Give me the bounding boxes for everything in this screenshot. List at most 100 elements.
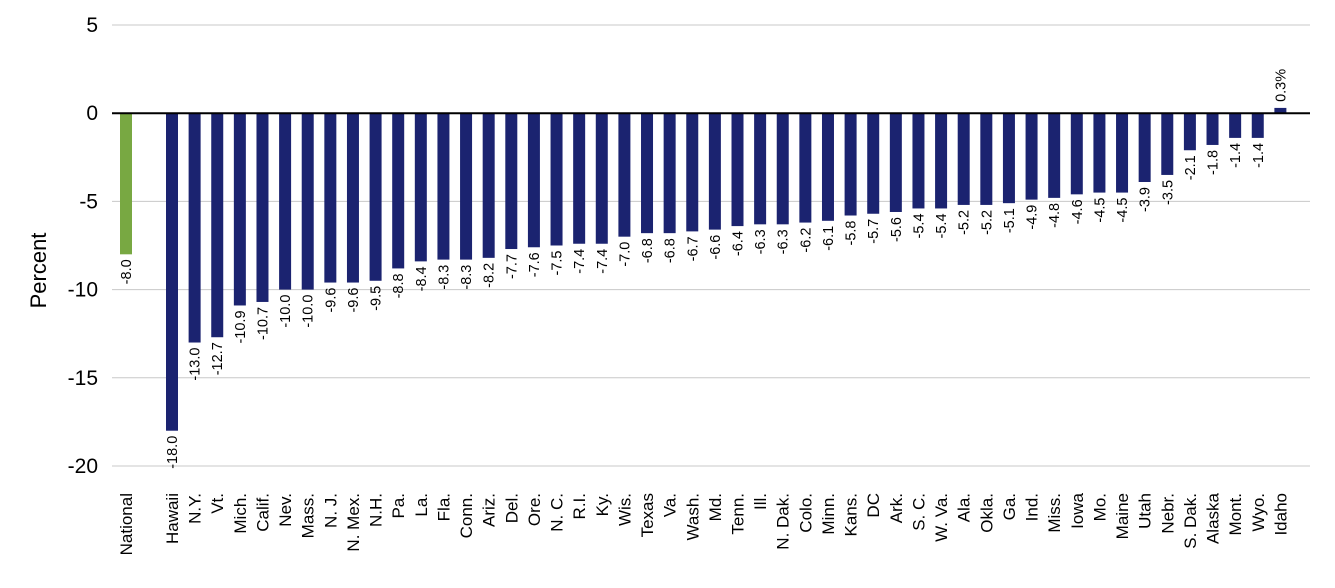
data-label: -5.6 (889, 217, 905, 242)
category-label: Ariz. (480, 493, 499, 527)
category-label: Utah (1136, 493, 1155, 529)
bar (799, 113, 812, 223)
bar (482, 113, 495, 258)
category-label: Minn. (819, 493, 838, 535)
bar (188, 113, 201, 343)
category-label: N. Mex. (344, 493, 363, 552)
data-label: -3.5 (1160, 180, 1176, 205)
data-label: -6.3 (776, 229, 792, 254)
data-label: -6.4 (731, 231, 747, 256)
bar (754, 113, 767, 225)
bar (686, 113, 699, 232)
bar (1138, 113, 1151, 182)
x-axis-labels: National Hawaii N.Y. Vt. Mich. Calif. Nev. Mass… (117, 492, 1290, 555)
data-label: -1.4 (1251, 143, 1267, 168)
bar (460, 113, 473, 260)
bar (1048, 113, 1061, 198)
category-label: Kans. (842, 493, 861, 536)
bar (346, 113, 359, 283)
category-label: Wyo. (1249, 493, 1268, 532)
category-label: Del. (502, 493, 521, 523)
category-label: Alaska (1204, 492, 1223, 544)
bar (1274, 107, 1287, 114)
category-label: Nev. (276, 493, 295, 527)
data-label: -4.5 (1115, 198, 1131, 223)
bar (211, 113, 224, 338)
category-label: Ill. (751, 493, 770, 510)
category-label: Ore. (525, 493, 544, 526)
category-label: Mont. (1226, 493, 1245, 536)
category-label: Ind. (1023, 493, 1042, 521)
y-tick-label: -20 (68, 455, 98, 478)
bar (708, 113, 721, 230)
data-label: -8.0 (119, 259, 135, 284)
y-tick-label: 0 (86, 102, 98, 125)
data-label: -6.6 (708, 235, 724, 260)
data-label: -6.1 (821, 226, 837, 251)
category-label: Vt. (208, 493, 227, 514)
bar (279, 113, 292, 290)
data-label: -8.4 (414, 266, 430, 291)
y-tick-label: -15 (68, 367, 98, 390)
data-label: -10.0 (301, 295, 317, 328)
category-label: La. (412, 493, 431, 517)
category-label: Ga. (1000, 493, 1019, 520)
data-label: -5.2 (957, 210, 973, 235)
bar (1229, 113, 1242, 138)
category-label: Colo. (796, 493, 815, 533)
data-label: -4.9 (1025, 205, 1041, 230)
category-label: S. Dak. (1181, 493, 1200, 549)
category-label: Ky. (593, 493, 612, 516)
category-label: Iowa (1068, 492, 1087, 528)
data-label: -2.1 (1183, 155, 1199, 180)
data-label: -7.5 (550, 251, 566, 276)
data-label: -6.8 (663, 238, 679, 263)
category-label: N.H. (367, 493, 386, 527)
category-label: Okla. (977, 493, 996, 533)
category-label: N. J. (321, 493, 340, 528)
data-label: -5.4 (934, 213, 950, 238)
data-label: -8.3 (459, 265, 475, 290)
data-label: -5.2 (979, 210, 995, 235)
bar (980, 113, 993, 205)
category-label: Mass. (299, 493, 318, 538)
category-label: Maine (1113, 493, 1132, 539)
data-label: -7.7 (504, 254, 520, 279)
category-label: Md. (706, 493, 725, 521)
bars (120, 107, 1287, 431)
y-axis: 5 0 -5 -10 -15 -20 (68, 14, 98, 478)
bar (1251, 113, 1264, 138)
bar (505, 113, 518, 250)
data-label: -4.8 (1047, 203, 1063, 228)
bar (369, 113, 382, 281)
data-label: -3.9 (1138, 187, 1154, 212)
data-label: -13.0 (188, 348, 204, 381)
category-label: DC (864, 493, 883, 518)
data-label: -5.4 (911, 213, 927, 238)
bar (821, 113, 834, 221)
category-label: R.I. (570, 493, 589, 519)
bar (573, 113, 586, 244)
bar (324, 113, 337, 283)
bar (120, 113, 132, 255)
data-label: -7.0 (617, 242, 633, 267)
category-label: National (117, 493, 136, 555)
data-label: -18.0 (165, 436, 181, 469)
category-label: Mo. (1090, 493, 1109, 521)
bar (1002, 113, 1015, 204)
bar (731, 113, 744, 227)
data-label: -6.7 (685, 236, 701, 261)
category-label: Hawaii (163, 493, 182, 544)
bar (1161, 113, 1174, 175)
data-label: -8.8 (391, 273, 407, 298)
category-label: Wis. (615, 493, 634, 526)
bar (641, 113, 654, 234)
data-label: -7.4 (595, 249, 611, 274)
data-label: -6.8 (640, 238, 656, 263)
data-label: -1.4 (1228, 143, 1244, 168)
category-label: Idaho (1271, 493, 1290, 536)
data-labels: -8.0-18.0-13.0 -12.7-10.9 -10.7 -10.0 -10.0-… (119, 69, 1289, 469)
category-label: Wash. (683, 493, 702, 541)
data-label: -12.7 (210, 342, 226, 375)
bar (776, 113, 789, 225)
